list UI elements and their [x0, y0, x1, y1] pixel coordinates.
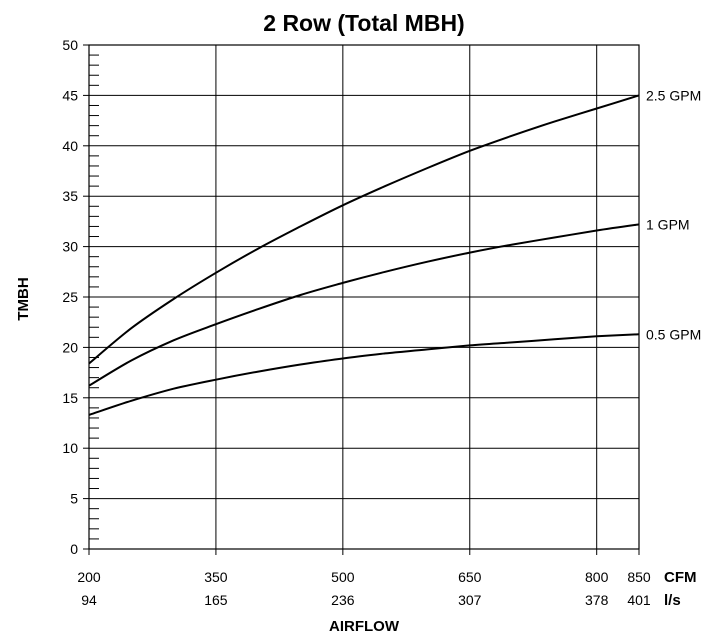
y-tick-label: 40: [62, 138, 78, 154]
y-tick-label: 0: [70, 541, 78, 557]
chart-title: 2 Row (Total MBH): [263, 10, 464, 36]
y-axis-title: TMBH: [15, 277, 32, 320]
x-tick-label-cfm: 850: [627, 569, 651, 585]
series-line-1: [88, 223, 640, 387]
minor-ticks: [89, 54, 99, 540]
y-tick-label: 25: [62, 289, 78, 305]
x-tick-label-ls: 401: [627, 592, 651, 608]
x-tick-label-cfm: 350: [204, 569, 228, 585]
x-tick-labels: 200 94 350 165 500 236 650 307 800 378 850 401: [77, 549, 651, 608]
x-tick-label-cfm: 800: [585, 569, 609, 585]
x-tick-label-ls: 307: [458, 592, 482, 608]
x-tick-label-ls: 165: [204, 592, 228, 608]
x-unit-cfm: CFM: [664, 569, 697, 586]
y-tick-label: 50: [62, 37, 78, 53]
y-tick-label: 45: [62, 87, 78, 103]
x-tick-label-cfm: 650: [458, 569, 482, 585]
x-unit-ls: l/s: [664, 592, 681, 609]
y-tick-labels: 0 5 10 15 20 25 30 35 40 45 50: [62, 37, 89, 557]
series-label-2: 0.5 GPM: [646, 326, 701, 342]
y-tick-label: 20: [62, 339, 78, 355]
series-line-2: [88, 333, 640, 416]
y-tick-label: 5: [70, 491, 78, 507]
y-tick-label: 35: [62, 188, 78, 204]
series-line-0: [88, 94, 640, 365]
x-tick-label-cfm: 500: [331, 569, 355, 585]
x-tick-label-ls: 236: [331, 592, 355, 608]
y-tick-label: 10: [62, 440, 78, 456]
x-tick-label-ls: 378: [585, 592, 609, 608]
x-tick-label-cfm: 200: [77, 569, 101, 585]
y-tick-label: 30: [62, 239, 78, 255]
series-curves: 2.5 GPM 1 GPM 0.5 GPM: [88, 87, 701, 416]
x-tick-label-ls: 94: [81, 592, 97, 608]
y-tick-label: 15: [62, 390, 78, 406]
series-label-1: 1 GPM: [646, 216, 690, 232]
x-axis-title: AIRFLOW: [329, 618, 400, 635]
series-label-0: 2.5 GPM: [646, 87, 701, 103]
